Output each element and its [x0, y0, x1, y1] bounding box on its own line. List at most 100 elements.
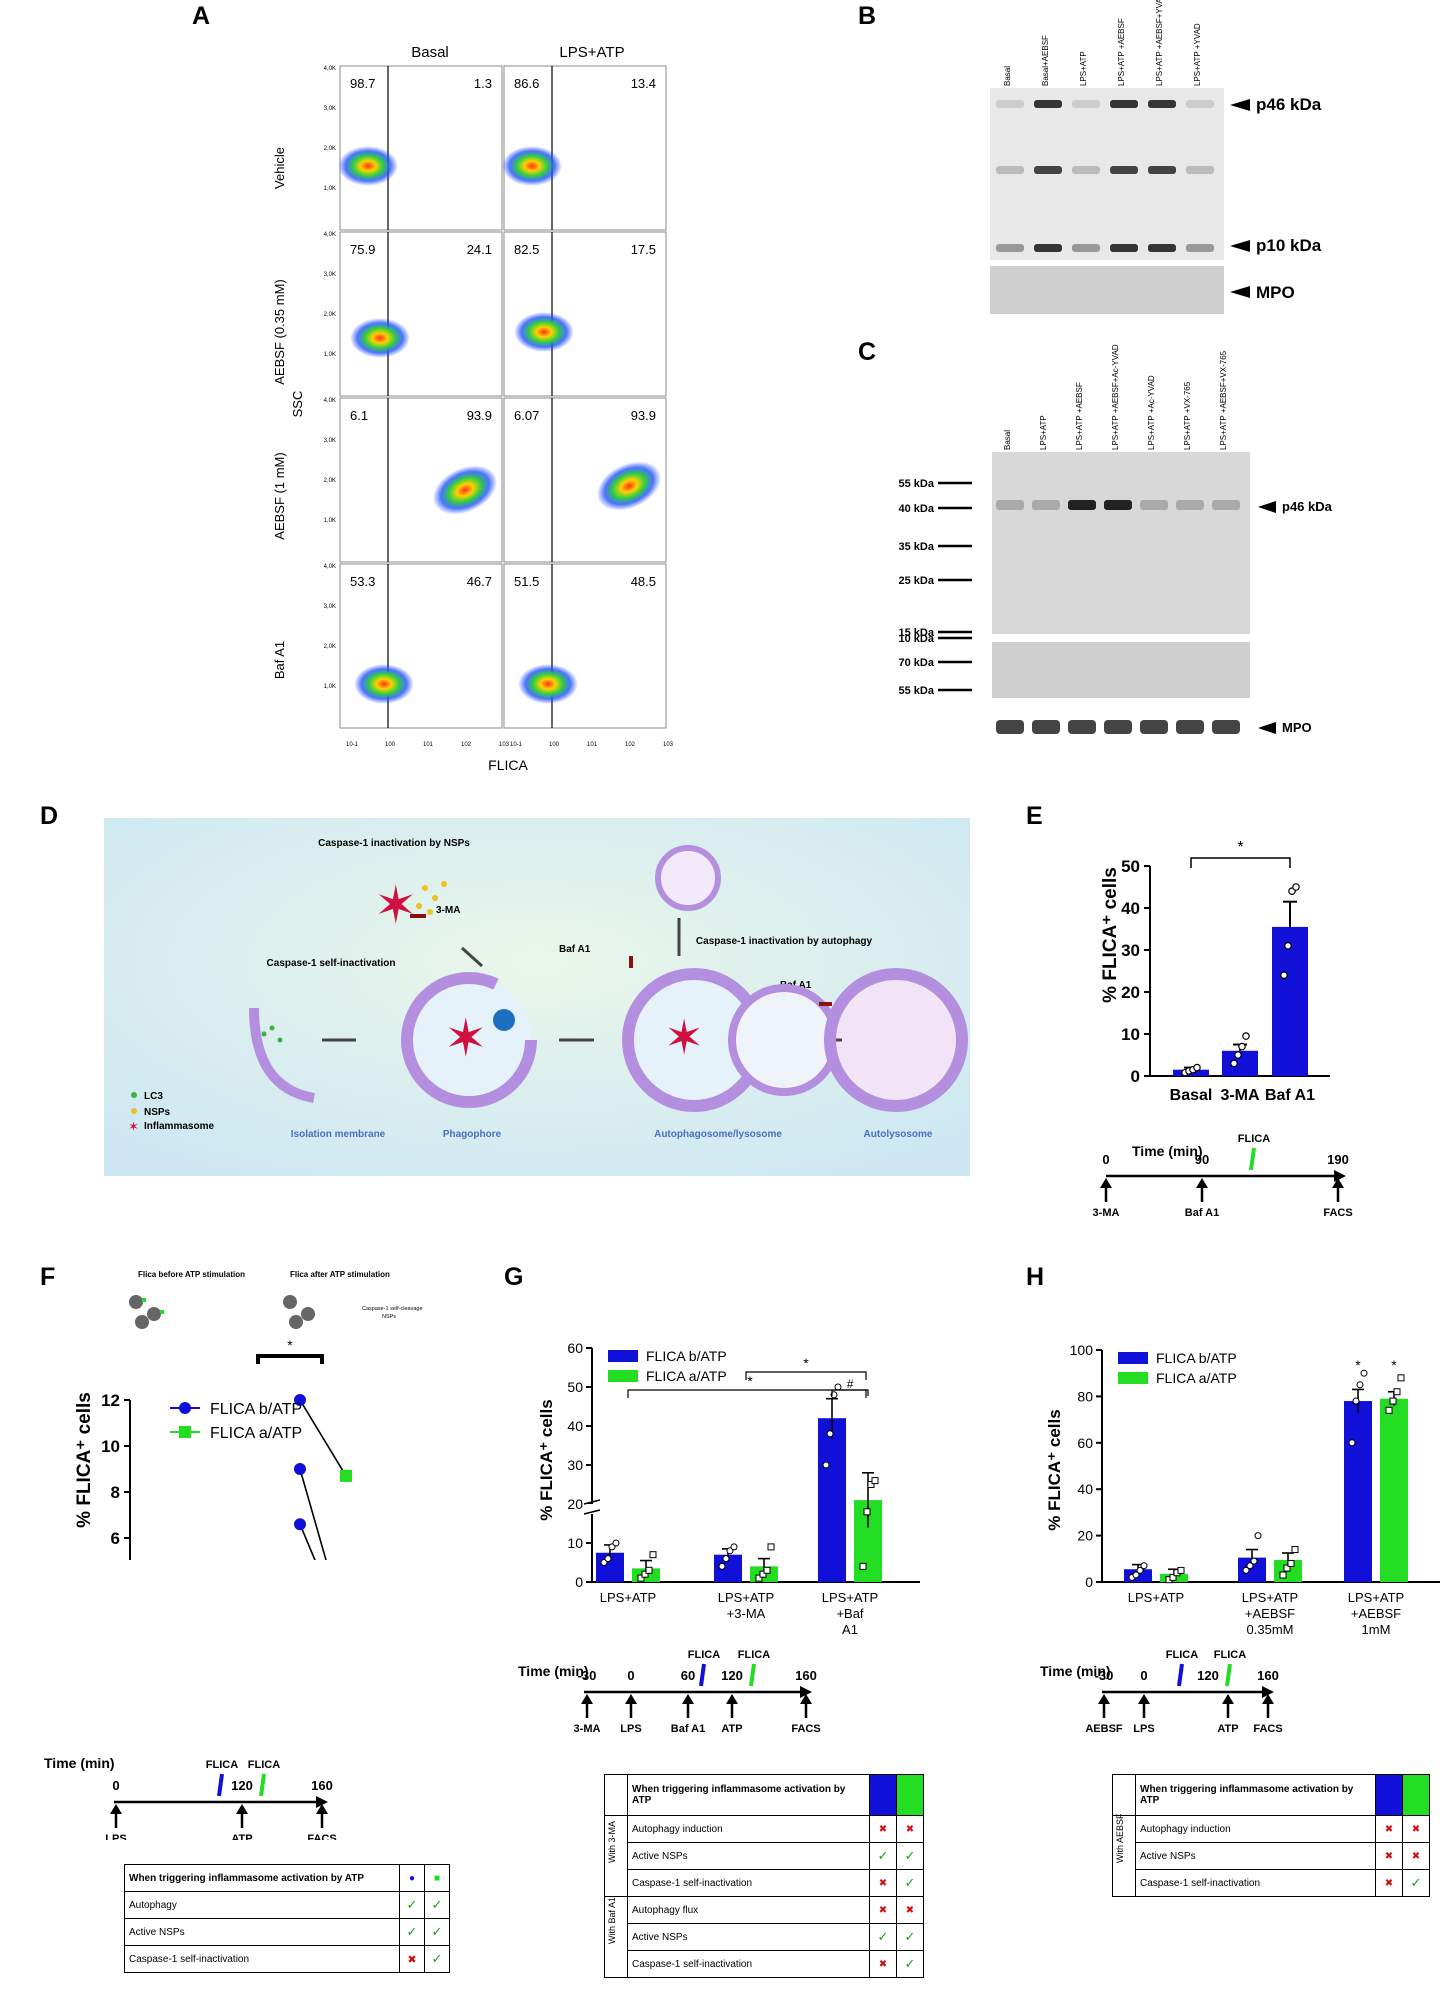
x-category-label: LPS+ATP [1128, 1590, 1184, 1605]
data-point [822, 1461, 830, 1469]
legend-lc3-icon [131, 1092, 137, 1098]
flica-arrow-icon [217, 1773, 224, 1797]
legend-lc3: LC3 [144, 1091, 163, 1102]
x-category-label: +AEBSF [1351, 1606, 1401, 1621]
y-tick-label: 40 [1077, 1481, 1093, 1497]
data-point [1393, 1388, 1401, 1396]
timeline-event: LPS [620, 1723, 641, 1735]
f-ylabel: % FLICA⁺ cells [74, 1392, 95, 1528]
y-tick-label: 6 [111, 1529, 120, 1548]
x-tick-label: 103 [663, 742, 674, 748]
band-mid-mark [1186, 166, 1214, 174]
y-tick-label: 0 [575, 1574, 583, 1590]
timeline-event: FACS [1253, 1723, 1282, 1735]
panel-label-a: A [192, 2, 211, 30]
cross-icon: ✖ [869, 1950, 897, 1978]
nsp-dot-icon [441, 881, 447, 887]
timeline-arrowhead-icon [1262, 1686, 1274, 1698]
event-arrowhead-icon [800, 1694, 812, 1704]
panel-label-f: F [40, 1263, 56, 1291]
timeline-event: FACS [307, 1833, 336, 1840]
row-label: Caspase-1 self-inactivation [627, 1950, 870, 1978]
flica-arrow-icon [259, 1773, 266, 1797]
cross-icon: ✖ [1375, 1815, 1403, 1843]
cross-icon: ✖ [869, 1896, 897, 1924]
quadrant-value-right: 93.9 [467, 408, 492, 423]
quadrant-value-right: 13.4 [631, 76, 656, 91]
flow-plot-frame [339, 231, 503, 397]
data-point [755, 1574, 763, 1582]
inflammasome-icon: ✶ [374, 877, 418, 935]
y-tick-label: 3,0K [324, 106, 336, 112]
flow-plot-frame [339, 563, 503, 729]
table-row: With Baf A1 Autophagy flux ✖ ✖ [604, 1896, 924, 1978]
x-tick-label: 101 [423, 742, 434, 748]
band-mid-mark [1034, 166, 1062, 174]
table-row: Caspase-1 self-inactivation ✖ ✓ [605, 1950, 924, 1978]
panel-g-timeline: Time (min) -30 0 60 120 160 3-MA LPS Baf A1 ATP F… [518, 1649, 821, 1735]
y-tick-label: 1,0K [324, 186, 336, 192]
cell-icon [129, 1295, 143, 1309]
timeline-event: Baf A1 [1185, 1207, 1219, 1219]
lane-label: LPS+ATP [1079, 51, 1088, 86]
event-arrowhead-icon [625, 1694, 637, 1704]
g-timeline-label: Time (min) [518, 1663, 589, 1679]
legend-label-b: FLICA b/ATP [646, 1348, 727, 1364]
band-mpo-mark [1032, 720, 1060, 734]
panel-h-chart: % FLICA⁺ cells 0 20 40 60 80 100 LPS+ATP LPS+AT… [1045, 1342, 1440, 1637]
table-row: Active NSPs ✓ ✓ [605, 1923, 924, 1951]
data-point [1348, 1439, 1356, 1447]
band-p46-mark [1148, 100, 1176, 108]
lane-label: LPS+ATP +AEBSF+VX-765 [1219, 350, 1228, 450]
y-tick-label: 2,0K [324, 644, 336, 650]
check-icon: ✓ [896, 1923, 924, 1951]
cell-density-cloud [514, 312, 574, 352]
band-mid-mark [996, 166, 1024, 174]
legend-swatch-b [608, 1350, 638, 1362]
y-tick-label: 3,0K [324, 272, 336, 278]
y-tick-label: 2,0K [324, 146, 336, 152]
cell-density-cloud [354, 664, 414, 704]
legend-swatch-a [608, 1370, 638, 1382]
data-point [1279, 1571, 1287, 1579]
row-label-aebsf-035: AEBSF (0.35 mM) [272, 279, 287, 384]
row-label: Caspase-1 self-inactivation [627, 1869, 870, 1897]
x-tick-label: 100 [385, 742, 396, 748]
paired-line [299, 1399, 347, 1477]
cell-density-cloud [518, 664, 578, 704]
inflammasome-icon: ✶ [444, 1010, 488, 1068]
data-point [718, 1562, 726, 1570]
check-icon: ✓ [1402, 1869, 1430, 1897]
timeline-event: Baf A1 [671, 1723, 705, 1735]
quadrant-value-left: 75.9 [350, 242, 375, 257]
band-p10-mark [996, 244, 1024, 252]
row-label: Active NSPs [124, 1918, 400, 1946]
x-category-label: LPS+ATP [1242, 1590, 1298, 1605]
legend-square-green-icon: ■ [424, 1864, 450, 1892]
y-tick-label: 40 [567, 1418, 583, 1434]
lane-label: LPS+ATP +AEBSF+YVAD [1155, 0, 1164, 86]
lane-label: LPS+ATP +AEBSF+Ac-YVAD [1111, 344, 1120, 450]
diagram-background [104, 818, 970, 1176]
band-c-p46: p46 kDa [1282, 499, 1333, 514]
arrow-icon [1258, 722, 1276, 734]
x-tick-label: 102 [461, 742, 472, 748]
col-header-basal: Basal [411, 44, 449, 61]
y-tick-label: 12 [101, 1391, 120, 1410]
row-label-aebsf-1: AEBSF (1 mM) [272, 452, 287, 539]
table-row: Caspase-1 self-inactivation ✖ ✓ [605, 1869, 924, 1897]
flica-arrow-icon [699, 1663, 706, 1687]
data-point [1385, 1406, 1393, 1414]
h-timeline-label: Time (min) [1040, 1663, 1111, 1679]
marker-label: 55 kDa [899, 685, 935, 697]
f-caption-before: Flica before ATP stimulation [138, 1270, 245, 1279]
event-arrowhead-icon [1222, 1694, 1234, 1704]
caption-3ma: 3-MA [436, 905, 460, 916]
data-point [1360, 1369, 1368, 1377]
cell-icon [289, 1315, 303, 1329]
band-p46-mark [1110, 100, 1138, 108]
legend-blue-swatch [869, 1774, 897, 1816]
data-point [1234, 1051, 1242, 1059]
x-category-label: LPS+ATP [718, 1590, 774, 1605]
y-tick-label: 3,0K [324, 438, 336, 444]
